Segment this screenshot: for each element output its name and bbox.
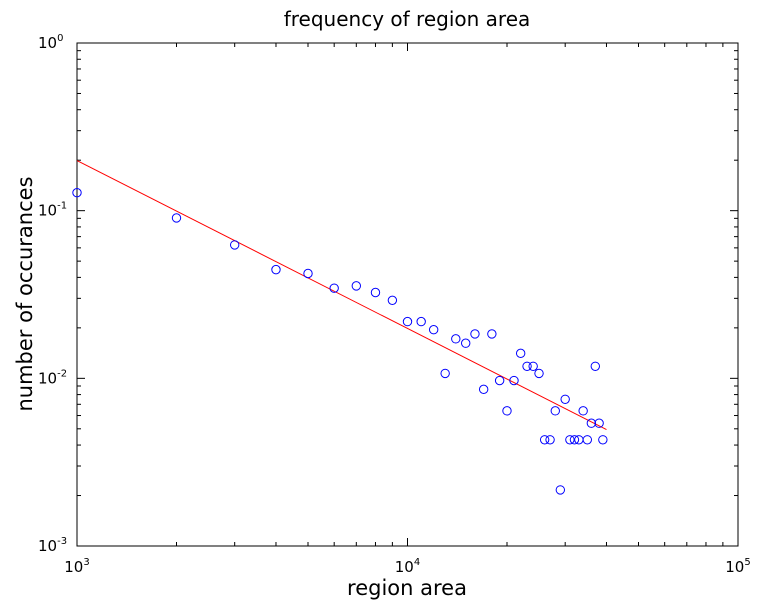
data-point	[528, 361, 538, 371]
x-tick-label: 105	[725, 557, 750, 576]
data-point	[560, 394, 570, 404]
data-points	[72, 187, 608, 495]
data-point	[416, 316, 426, 327]
data-point	[522, 361, 532, 371]
x-axis-label: region area	[347, 576, 467, 600]
data-point	[598, 435, 608, 445]
y-tick-label: 10-1	[38, 201, 67, 220]
y-tick-label: 10-2	[38, 368, 67, 387]
data-point	[594, 418, 604, 428]
data-point	[303, 268, 313, 279]
chart-title: frequency of region area	[284, 7, 531, 31]
y-axis-label: number of occurances	[13, 176, 37, 411]
data-point	[515, 348, 526, 359]
data-point	[428, 325, 439, 335]
y-tick-label: 10-3	[38, 536, 67, 555]
data-point	[487, 329, 497, 339]
data-point	[565, 435, 575, 445]
data-point	[502, 406, 512, 416]
x-tick-label: 103	[64, 557, 89, 576]
data-point	[329, 283, 339, 293]
fit-line-group	[76, 160, 607, 430]
data-point	[534, 368, 544, 379]
data-point	[539, 435, 550, 445]
data-point	[72, 187, 82, 198]
data-point	[402, 316, 413, 327]
data-point	[590, 361, 600, 371]
fit-line	[76, 160, 607, 430]
data-point	[478, 384, 489, 395]
data-point	[351, 281, 362, 291]
x-tick-label: 104	[395, 557, 420, 576]
data-point	[171, 213, 182, 223]
data-point	[509, 375, 519, 386]
plot-area	[76, 42, 739, 547]
data-point	[229, 240, 240, 250]
y-tick-label: 100	[38, 33, 63, 52]
data-point	[578, 406, 588, 416]
data-point	[586, 418, 597, 428]
axis-ticks	[76, 42, 739, 547]
data-point	[545, 435, 555, 445]
data-point	[451, 334, 461, 344]
data-point	[470, 329, 480, 339]
data-point	[460, 338, 471, 348]
data-point	[555, 485, 566, 495]
data-point	[550, 406, 560, 416]
data-point	[370, 287, 381, 298]
data-point	[440, 368, 450, 379]
data-point	[494, 375, 505, 386]
data-point	[387, 295, 398, 306]
data-point	[271, 264, 281, 275]
data-point	[582, 435, 593, 445]
data-point	[569, 435, 580, 445]
tick-labels: 103 104 105 10-3 10-2 10-1 100	[38, 33, 751, 576]
